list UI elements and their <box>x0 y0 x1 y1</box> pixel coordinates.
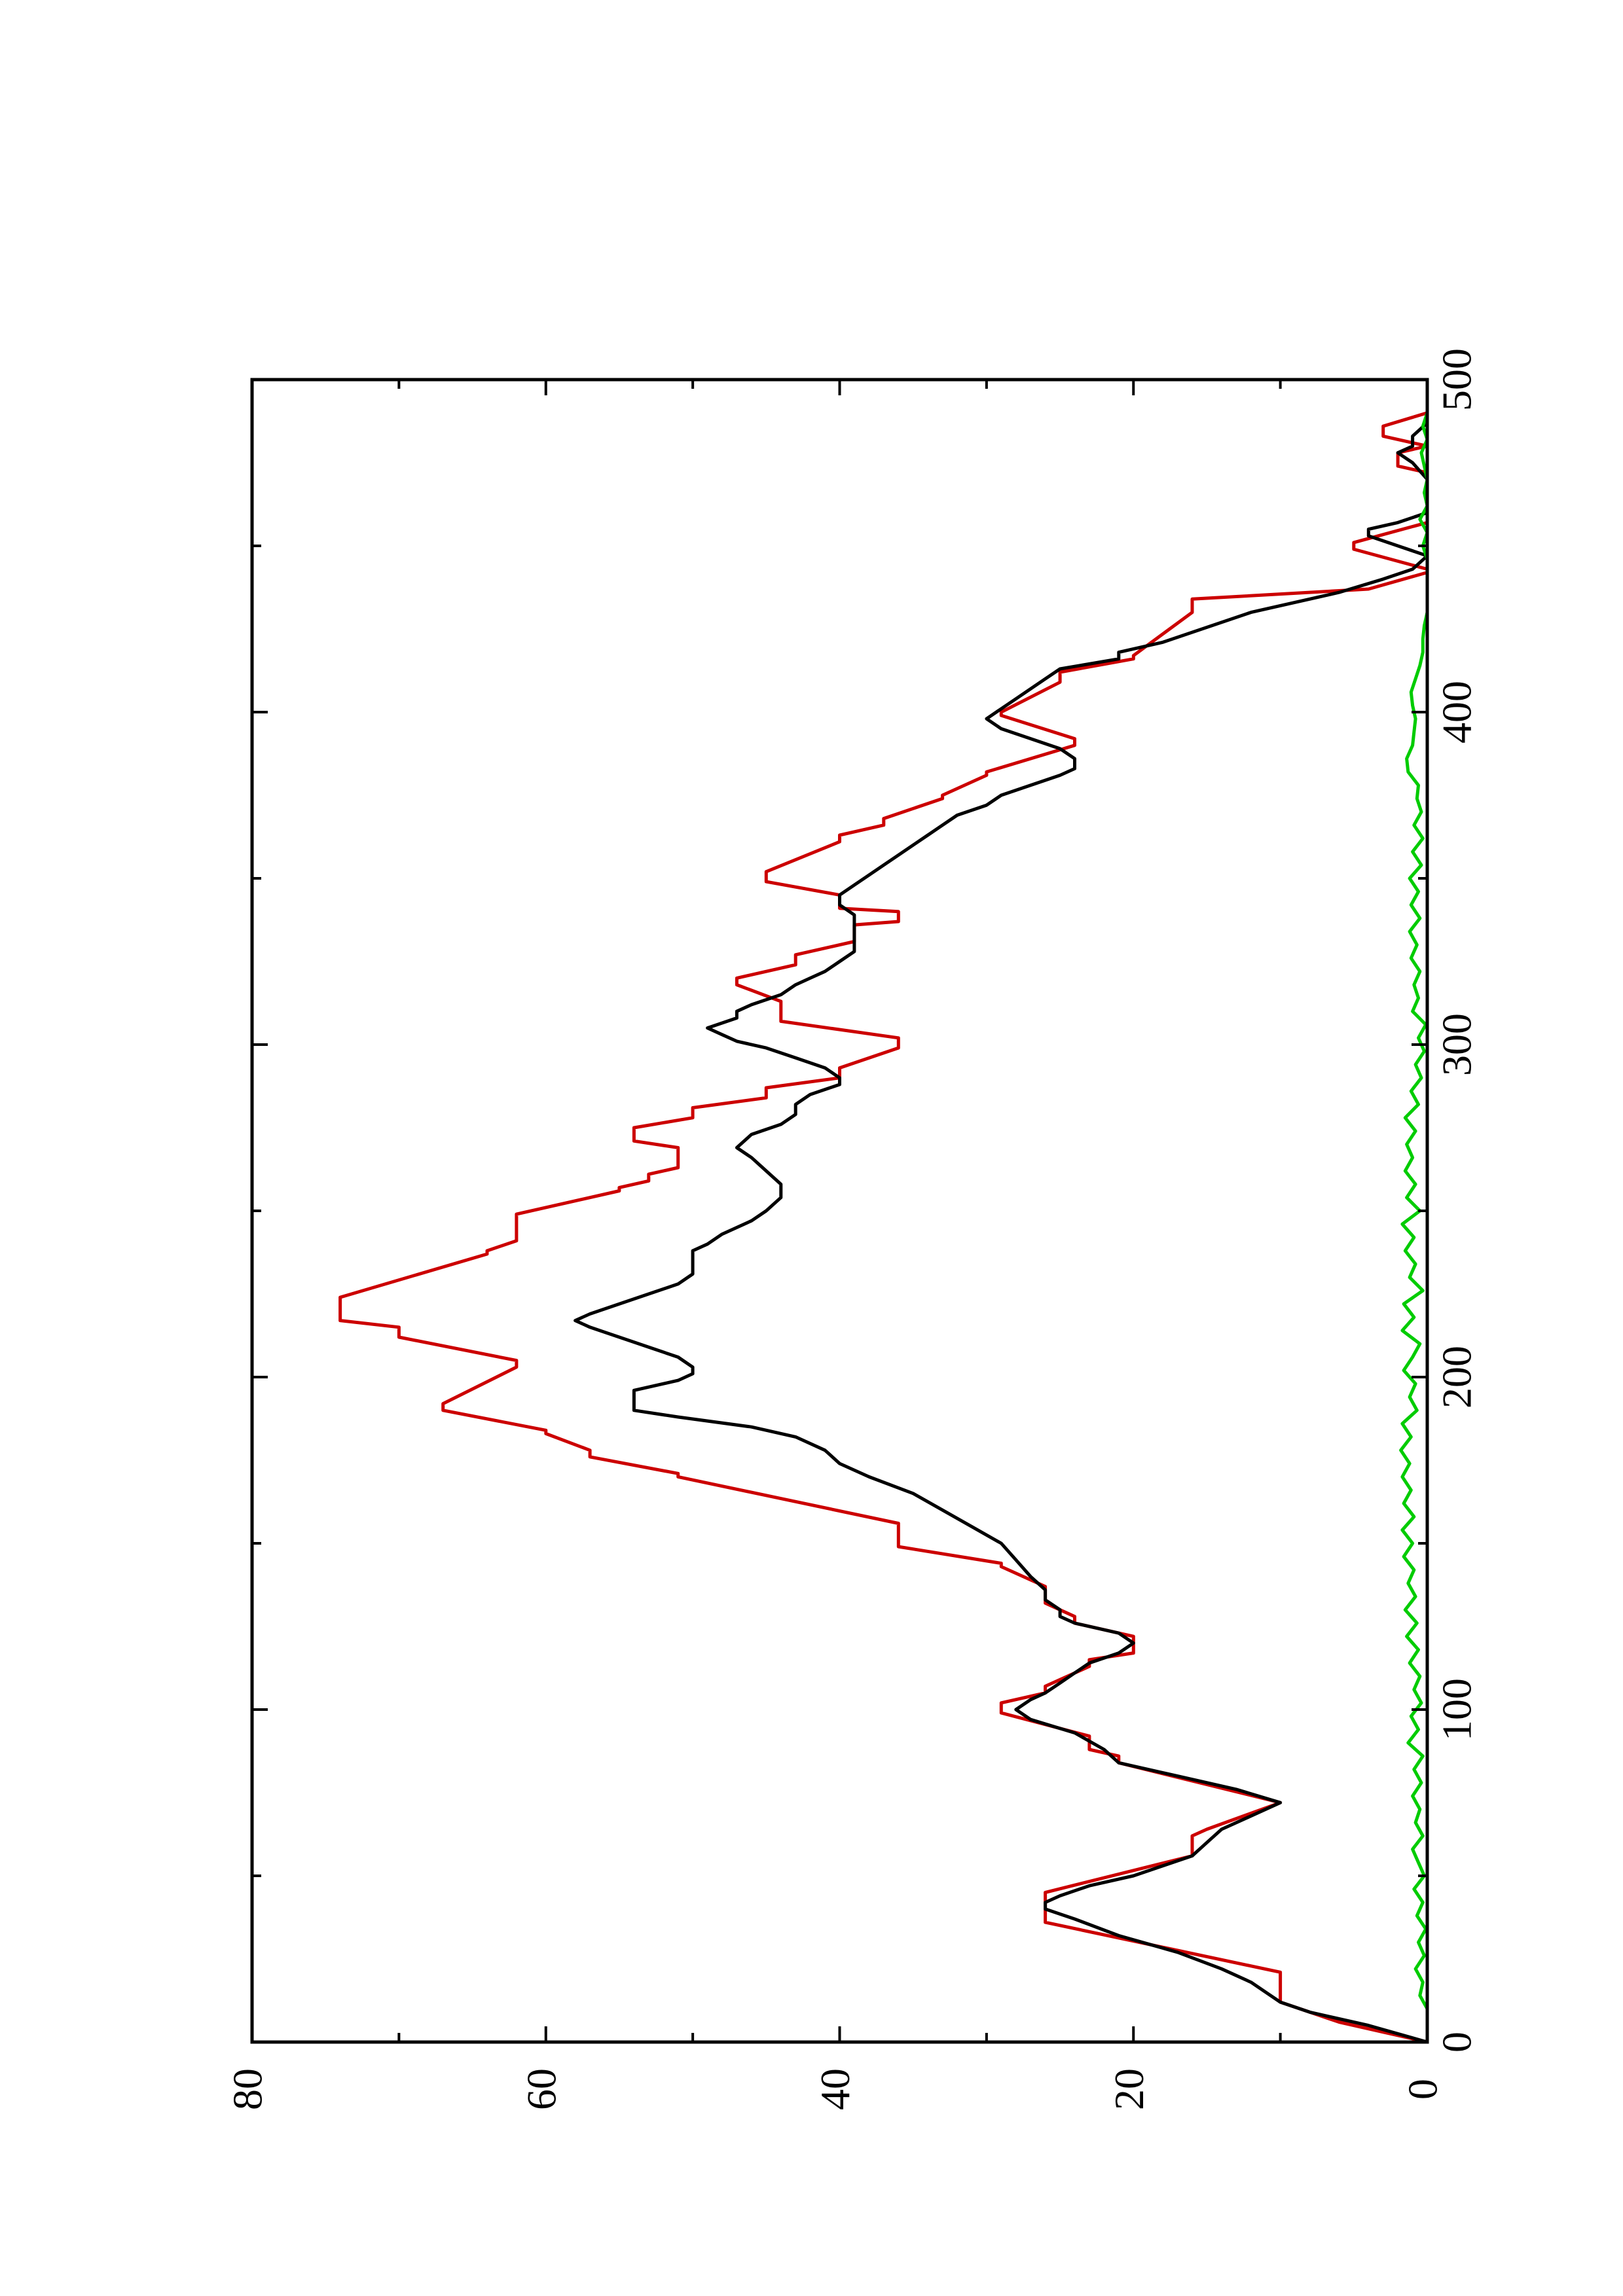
y-tick-label: 0 <box>1400 2079 1446 2100</box>
label-layer: 0 100 200 300 400 500 0 20 40 60 80 <box>225 348 1480 2110</box>
series-line-1 <box>338 411 1429 2044</box>
y-tick-label: 80 <box>225 2068 271 2110</box>
series-line-3 <box>1399 411 1429 2044</box>
x-tick-label: 200 <box>1434 1346 1480 1408</box>
y-tick-label: 20 <box>1106 2068 1152 2110</box>
series-line-2 <box>574 411 1429 2044</box>
x-tick-label: 500 <box>1434 348 1480 411</box>
x-tick-label: 0 <box>1434 2032 1480 2053</box>
x-tick-label: 100 <box>1434 1678 1480 1741</box>
y-tick-label: 60 <box>518 2068 564 2110</box>
series-layer <box>338 411 1429 2044</box>
y-tick-label: 40 <box>812 2068 858 2110</box>
x-tick-label: 400 <box>1434 681 1480 744</box>
plot-frame <box>250 378 1429 2044</box>
x-tick-label: 300 <box>1434 1013 1480 1076</box>
